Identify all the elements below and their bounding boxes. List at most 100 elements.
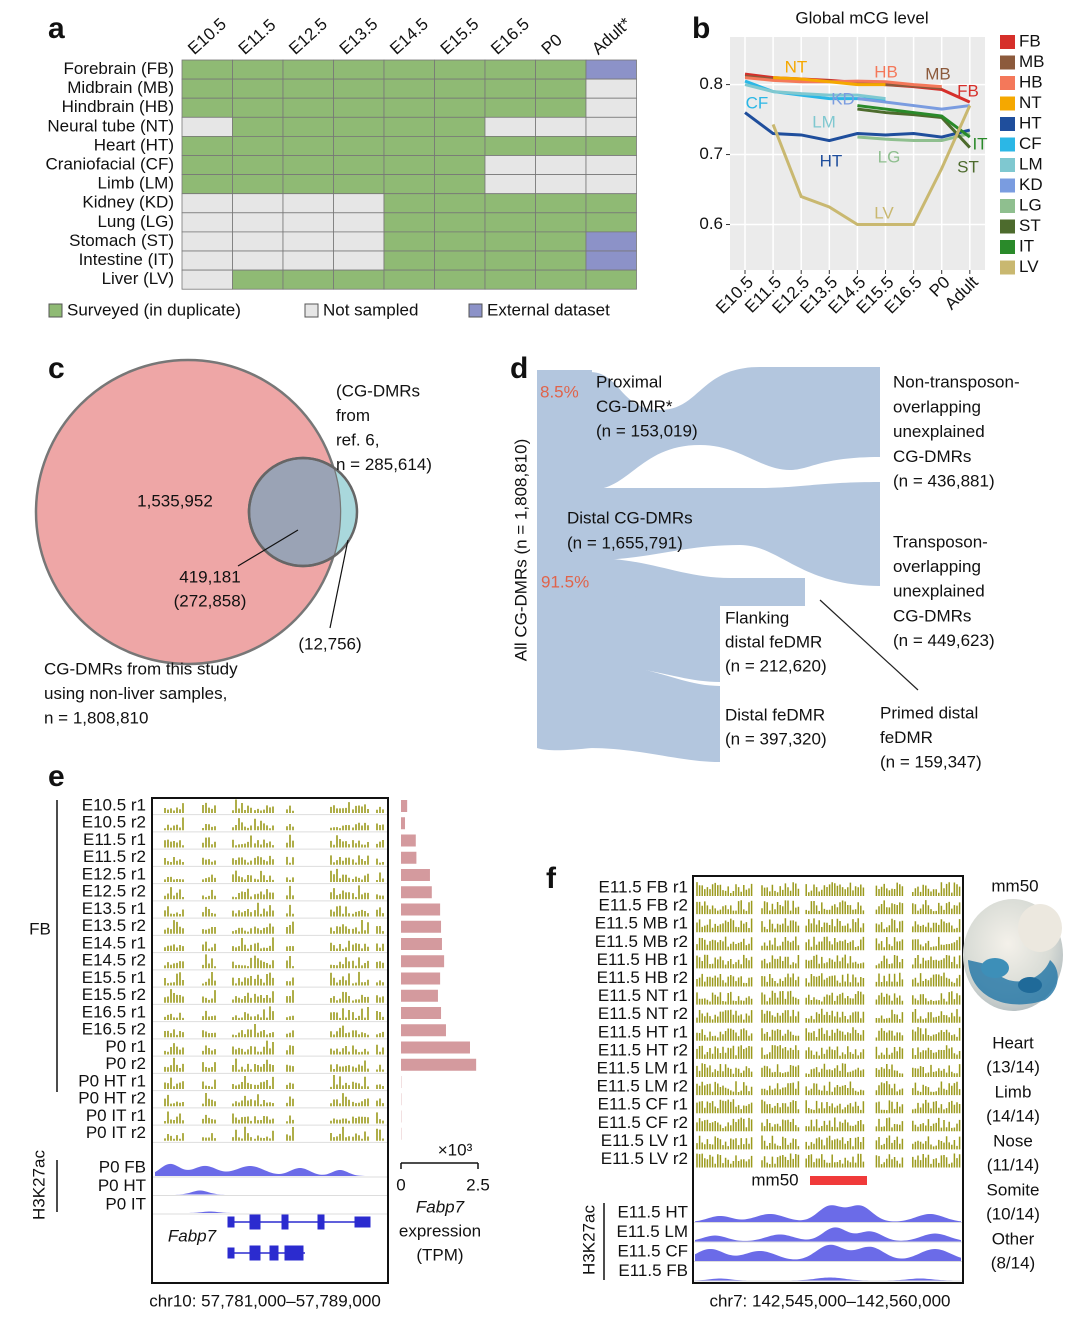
heatmap-cell bbox=[434, 155, 486, 176]
signal-track bbox=[696, 1008, 961, 1023]
track-label: E11.5 HT bbox=[617, 1202, 688, 1221]
panel-letter: d bbox=[510, 352, 528, 385]
heatmap-cell bbox=[434, 231, 486, 252]
bar bbox=[401, 972, 441, 985]
signal-track bbox=[696, 1027, 961, 1041]
heatmap-cell bbox=[383, 193, 435, 214]
signal-track bbox=[696, 990, 961, 1005]
heatmap-cell bbox=[535, 97, 587, 118]
signal-track bbox=[164, 1057, 384, 1072]
signal-track bbox=[164, 954, 384, 969]
series-line bbox=[857, 107, 971, 149]
line-label: LG bbox=[878, 147, 901, 166]
bar bbox=[401, 903, 441, 916]
sankey-flow bbox=[590, 596, 720, 682]
track-label: E11.5 r2 bbox=[83, 847, 146, 866]
series-line bbox=[744, 83, 886, 101]
signal-track bbox=[696, 1063, 961, 1077]
signal-track bbox=[164, 834, 384, 848]
panel-letter: b bbox=[692, 12, 710, 45]
locus-label: chr7: 142,545,000–142,560,000 bbox=[709, 1291, 950, 1310]
signal-track bbox=[696, 1135, 961, 1150]
signal-track bbox=[164, 937, 384, 951]
tissue-count: (14/14) bbox=[986, 1106, 1040, 1125]
heatmap-cell bbox=[383, 135, 435, 156]
heatmap-cell bbox=[181, 97, 233, 118]
legend-swatch bbox=[1000, 76, 1015, 90]
heatmap-cell bbox=[282, 174, 334, 195]
row-label: Kidney (KD) bbox=[82, 193, 174, 212]
axis-label: All CG-DMRs (n = 1,808,810) bbox=[511, 439, 530, 662]
heatmap-cell bbox=[585, 269, 637, 290]
heatmap-cell bbox=[333, 193, 385, 214]
heatmap-cell bbox=[535, 59, 587, 80]
legend-swatch bbox=[1000, 137, 1015, 152]
venn-outline bbox=[247, 456, 359, 568]
heatmap-cell bbox=[333, 116, 385, 137]
heatmap-cell bbox=[333, 78, 385, 99]
heatmap-cell bbox=[535, 193, 587, 214]
bar bbox=[401, 886, 432, 899]
line-label: HT bbox=[820, 151, 843, 170]
heatmap-cell bbox=[535, 135, 587, 156]
heatmap-cell bbox=[383, 155, 435, 176]
node-label: overlapping bbox=[893, 557, 981, 576]
line-label: LM bbox=[812, 112, 836, 131]
heatmap-cell bbox=[181, 193, 233, 214]
legend-swatch bbox=[48, 303, 63, 318]
axis-title: expression bbox=[399, 1221, 481, 1240]
track-label: E11.5 NT r1 bbox=[598, 986, 688, 1005]
track-label: E11.5 FB r2 bbox=[599, 896, 688, 915]
column-label: E14.5 bbox=[386, 14, 432, 58]
heatmap-cell bbox=[333, 135, 385, 156]
heatmap-cell bbox=[383, 231, 435, 252]
row-label: Heart (HT) bbox=[94, 135, 174, 154]
axis-title: (TPM) bbox=[416, 1245, 463, 1264]
track-label: E11.5 HB r1 bbox=[597, 950, 688, 969]
track-label: P0 IT r1 bbox=[86, 1106, 146, 1125]
venn-label: (CG-DMRs bbox=[336, 381, 420, 400]
heatmap-cell bbox=[232, 78, 284, 99]
signal-track bbox=[696, 1153, 961, 1168]
heatmap-cell bbox=[181, 212, 233, 233]
percent-label: 91.5% bbox=[541, 572, 589, 591]
heatmap-cell bbox=[232, 155, 284, 176]
axis-title: Fabp7 bbox=[416, 1197, 465, 1216]
legend-label: CF bbox=[1019, 134, 1042, 153]
tissue-count: (11/14) bbox=[987, 1155, 1040, 1174]
heatmap-cell bbox=[383, 269, 435, 290]
heatmap-cell bbox=[282, 231, 334, 252]
node-label: CG-DMRs bbox=[893, 447, 971, 466]
row-label: Craniofacial (CF) bbox=[46, 155, 174, 174]
legend-label: Surveyed (in duplicate) bbox=[67, 300, 241, 319]
leader-line bbox=[237, 529, 299, 567]
row-label: Midbrain (MB) bbox=[67, 78, 174, 97]
node-label: (n = 153,019) bbox=[596, 421, 698, 440]
heatmap-cell bbox=[383, 212, 435, 233]
panel-letter: f bbox=[546, 862, 557, 895]
line-label: ST bbox=[957, 157, 979, 176]
track-label: E11.5 LV r1 bbox=[601, 1131, 688, 1150]
heatmap-cell bbox=[434, 78, 486, 99]
heatmap-cell bbox=[484, 155, 536, 176]
heatmap-cell bbox=[585, 116, 637, 137]
legend-label: MB bbox=[1019, 52, 1045, 71]
panel-letter: e bbox=[48, 760, 65, 793]
series-line bbox=[773, 76, 886, 87]
heatmap-cell bbox=[434, 212, 486, 233]
y-tick-label: 0.8 bbox=[699, 74, 723, 93]
group-label: H3K27ac bbox=[29, 1150, 48, 1220]
line-label: IT bbox=[972, 134, 987, 153]
heatmap-cell bbox=[434, 250, 486, 271]
signal-track bbox=[696, 882, 961, 896]
heatmap-cell bbox=[535, 78, 587, 99]
node-label: (n = 436,881) bbox=[893, 472, 995, 491]
image-label: mm50 bbox=[991, 876, 1038, 895]
tissue-label: Somite bbox=[987, 1180, 1040, 1199]
track-label: E11.5 HT r1 bbox=[598, 1022, 688, 1041]
line-label: FB bbox=[957, 81, 979, 100]
heatmap-cell bbox=[535, 250, 587, 271]
legend-swatch bbox=[1000, 199, 1015, 213]
heatmap-cell bbox=[383, 97, 435, 118]
bar bbox=[401, 938, 442, 950]
